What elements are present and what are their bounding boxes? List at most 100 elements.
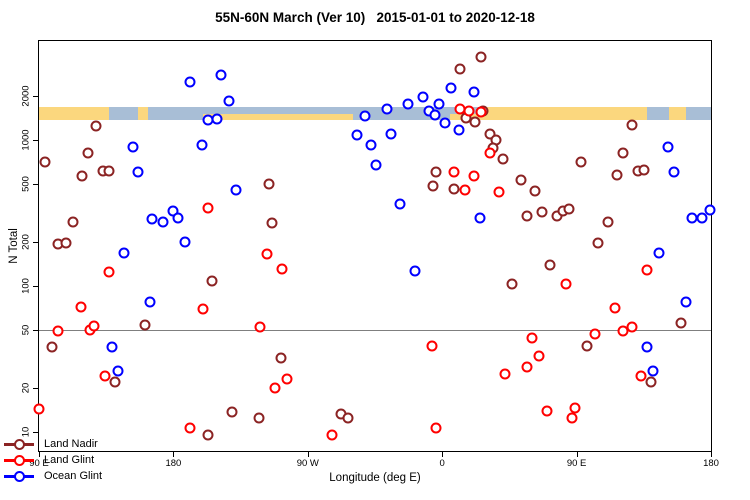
- data-point: [611, 169, 623, 181]
- land-glint-marker-icon: [4, 454, 34, 466]
- data-point: [326, 429, 338, 441]
- data-point: [617, 147, 629, 159]
- map-band-segment-ocean: [685, 106, 711, 120]
- map-band-segment-ocean: [109, 106, 138, 120]
- data-point: [675, 317, 687, 329]
- data-point: [202, 202, 214, 214]
- y-tick: [33, 329, 38, 331]
- data-point: [132, 166, 144, 178]
- data-point: [281, 373, 293, 385]
- x-tick-label: 90 W: [296, 458, 319, 469]
- ocean-glint-marker-icon: [4, 470, 34, 482]
- legend-label: Land Glint: [44, 454, 95, 466]
- legend: Land Nadir Land Glint Ocean Glint: [4, 436, 102, 484]
- data-point: [433, 98, 445, 110]
- data-point: [127, 141, 139, 153]
- x-tick-label: 90 E: [29, 458, 49, 469]
- data-point: [342, 412, 354, 424]
- data-point: [686, 212, 698, 224]
- data-point: [46, 341, 58, 353]
- x-axis-title: Longitude (deg E): [329, 472, 421, 484]
- data-point: [215, 69, 227, 81]
- legend-label: Land Nadir: [44, 438, 98, 450]
- data-point: [439, 117, 451, 129]
- data-point: [533, 350, 545, 362]
- data-point: [569, 402, 581, 414]
- data-point: [529, 185, 541, 197]
- data-point: [626, 321, 638, 333]
- data-point: [266, 217, 278, 229]
- data-point: [402, 98, 414, 110]
- y-tick-label-text: 100: [20, 277, 32, 294]
- y-tick-label-text: 200: [20, 233, 32, 250]
- data-point: [626, 119, 638, 131]
- y-tick-label-text: 1000: [20, 129, 32, 151]
- data-point: [103, 165, 115, 177]
- data-point: [409, 265, 421, 277]
- legend-item-land-glint: Land Glint: [4, 452, 102, 468]
- data-point: [448, 183, 460, 195]
- data-point: [184, 76, 196, 88]
- data-point: [172, 212, 184, 224]
- data-point: [497, 153, 509, 165]
- data-point: [484, 147, 496, 159]
- data-point: [647, 365, 659, 377]
- data-point: [206, 275, 218, 287]
- data-point: [184, 422, 196, 434]
- data-point: [112, 365, 124, 377]
- data-point: [430, 422, 442, 434]
- data-point: [429, 109, 441, 121]
- data-point: [179, 236, 191, 248]
- data-point: [88, 320, 100, 332]
- data-point: [468, 170, 480, 182]
- data-point: [493, 186, 505, 198]
- data-point: [541, 405, 553, 417]
- y-tick: [33, 387, 38, 389]
- data-point: [275, 352, 287, 364]
- data-point: [641, 264, 653, 276]
- data-point: [645, 376, 657, 388]
- data-point: [52, 325, 64, 337]
- data-point: [75, 301, 87, 313]
- x-tick-label: 90 E: [566, 458, 587, 469]
- map-band-segment-land: [39, 106, 110, 120]
- x-tick-label: 0: [439, 458, 445, 469]
- data-point: [109, 376, 121, 388]
- data-point: [609, 302, 621, 314]
- data-point: [581, 340, 593, 352]
- data-point: [445, 82, 457, 94]
- legend-label: Ocean Glint: [44, 470, 103, 482]
- data-point: [196, 139, 208, 151]
- y-tick: [33, 241, 38, 243]
- data-point: [544, 259, 556, 271]
- x-tick: [39, 452, 40, 457]
- data-point: [60, 237, 72, 249]
- data-point: [474, 212, 486, 224]
- chart-title: 55N-60N March (Ver 10) 2015-01-01 to 202…: [215, 10, 535, 25]
- y-tick: [33, 183, 38, 185]
- map-band-segment-land: [137, 106, 148, 120]
- data-point: [680, 296, 692, 308]
- data-point: [33, 403, 45, 415]
- data-point: [521, 361, 533, 373]
- data-point: [253, 412, 265, 424]
- data-point: [575, 156, 587, 168]
- data-point: [211, 113, 223, 125]
- data-point: [704, 204, 715, 216]
- map-band-segment-land: [482, 106, 647, 120]
- data-point: [448, 166, 460, 178]
- data-point: [223, 95, 235, 107]
- data-point: [592, 237, 603, 249]
- data-point: [499, 368, 511, 380]
- data-point: [536, 206, 548, 218]
- data-point: [381, 103, 393, 115]
- data-point: [563, 203, 575, 215]
- data-point: [157, 216, 169, 228]
- map-band-segment-ocean: [646, 106, 670, 120]
- data-point: [99, 370, 111, 382]
- data-point: [417, 91, 429, 103]
- data-point: [589, 328, 601, 340]
- y-tick-label-text: 500: [20, 175, 32, 192]
- data-point: [226, 406, 238, 418]
